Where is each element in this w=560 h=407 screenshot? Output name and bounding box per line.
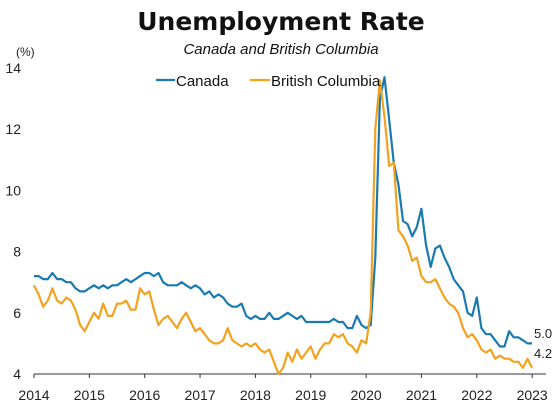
series-line-canada <box>34 76 533 348</box>
series-lines <box>33 76 534 376</box>
x-tick-label-2015: 2015 <box>74 387 105 403</box>
x-tick-label-2023: 2023 <box>517 387 548 403</box>
legend-item-british-columbia: British Columbia <box>250 73 381 90</box>
chart-title: Unemployment Rate <box>137 7 425 36</box>
y-tick-label-10: 10 <box>5 182 21 198</box>
chart-subtitle: Canada and British Columbia <box>183 41 378 58</box>
legend-label-british-columbia: British Columbia <box>271 73 381 90</box>
y-tick-label-14: 14 <box>5 60 21 76</box>
x-tick-label-2022: 2022 <box>461 387 492 403</box>
y-tick-label-4: 4 <box>13 366 21 382</box>
legend: Canada British Columbia <box>156 73 381 90</box>
x-tick-label-2020: 2020 <box>351 387 382 403</box>
y-axis-unit: (%) <box>16 45 35 59</box>
x-tick-label-2018: 2018 <box>240 387 271 403</box>
end-label-canada: 5.0 <box>534 326 552 341</box>
x-tick-label-2021: 2021 <box>406 387 437 403</box>
series-line-british-columbia <box>33 79 534 376</box>
y-tick-label-6: 6 <box>13 305 21 321</box>
x-tick-label-2017: 2017 <box>184 387 215 403</box>
legend-item-canada: Canada <box>156 73 229 90</box>
x-ticks: 2014 2015 2016 2017 2018 2019 2020 2021 2022 2023 <box>18 374 548 403</box>
x-tick-label-2016: 2016 <box>129 387 160 403</box>
y-tick-label-8: 8 <box>13 244 21 260</box>
x-tick-label-2019: 2019 <box>295 387 326 403</box>
y-tick-label-12: 12 <box>5 121 21 137</box>
x-tick-label-2014: 2014 <box>18 387 49 403</box>
end-label-british-columbia: 4.2 <box>534 346 552 361</box>
legend-label-canada: Canada <box>176 73 229 90</box>
y-ticks: 4 6 8 10 12 14 <box>5 60 21 382</box>
